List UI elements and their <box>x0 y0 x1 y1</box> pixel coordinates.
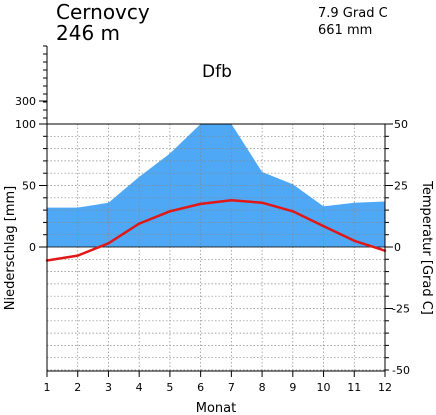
temp-point-3 <box>107 242 110 245</box>
temp-point-11 <box>353 239 356 243</box>
month-label: 4 <box>136 381 143 394</box>
temperature-line <box>46 199 386 262</box>
y-axis-label-temperature: Temperatur [Grad C] <box>419 180 434 315</box>
temp-point-5 <box>168 210 172 213</box>
temp-tick-label: 50 <box>394 118 408 131</box>
temp-point-10 <box>322 224 325 228</box>
precip-tick-label: 0 <box>29 241 36 254</box>
month-ticks <box>46 371 386 377</box>
month-label: 5 <box>166 381 173 394</box>
month-label: 3 <box>105 381 112 394</box>
x-axis-label: Monat <box>196 401 236 415</box>
climate-classification: Dfb <box>202 62 232 82</box>
month-label: 6 <box>197 381 204 394</box>
month-label: 2 <box>74 381 81 394</box>
month-label: 12 <box>378 381 392 394</box>
month-label: 11 <box>347 381 361 394</box>
precip-ticks <box>39 45 47 248</box>
y-axis-label-precipitation: Niederschlag [mm] <box>3 186 18 311</box>
month-label: 7 <box>228 381 235 394</box>
precip-point-8 <box>261 171 263 173</box>
month-label: 10 <box>317 381 331 394</box>
month-label: 9 <box>289 381 296 394</box>
temp-tick-label: -25 <box>392 303 410 316</box>
temp-ticks <box>385 123 393 371</box>
temp-point-2 <box>76 254 79 257</box>
station-name: Cernovcy <box>56 0 150 24</box>
temp-point-7 <box>230 199 233 202</box>
temp-point-8 <box>260 201 264 204</box>
temp-point-9 <box>291 210 295 213</box>
temp-point-4 <box>137 222 141 225</box>
plot-area <box>45 46 387 372</box>
annual-temperature: 7.9 Grad C <box>318 6 388 21</box>
station-elevation: 246 m <box>56 21 120 45</box>
temp-tick-label: 25 <box>394 180 408 193</box>
precip-tick-label: 300 <box>15 95 36 108</box>
temp-tick-label: -50 <box>392 364 410 377</box>
month-label: 1 <box>44 381 51 394</box>
month-label: 8 <box>259 381 266 394</box>
temp-point-6 <box>199 202 202 206</box>
header: Cernovcy 246 m 7.9 Grad C 661 mm Dfb <box>56 0 388 82</box>
annual-precipitation: 661 mm <box>318 23 372 38</box>
precip-point-2 <box>77 207 79 209</box>
temp-tick-label: 0 <box>394 241 401 254</box>
precip-tick-label: 50 <box>22 180 36 193</box>
precip-tick-label: 100 <box>15 118 36 131</box>
precip-point-10 <box>322 205 325 208</box>
